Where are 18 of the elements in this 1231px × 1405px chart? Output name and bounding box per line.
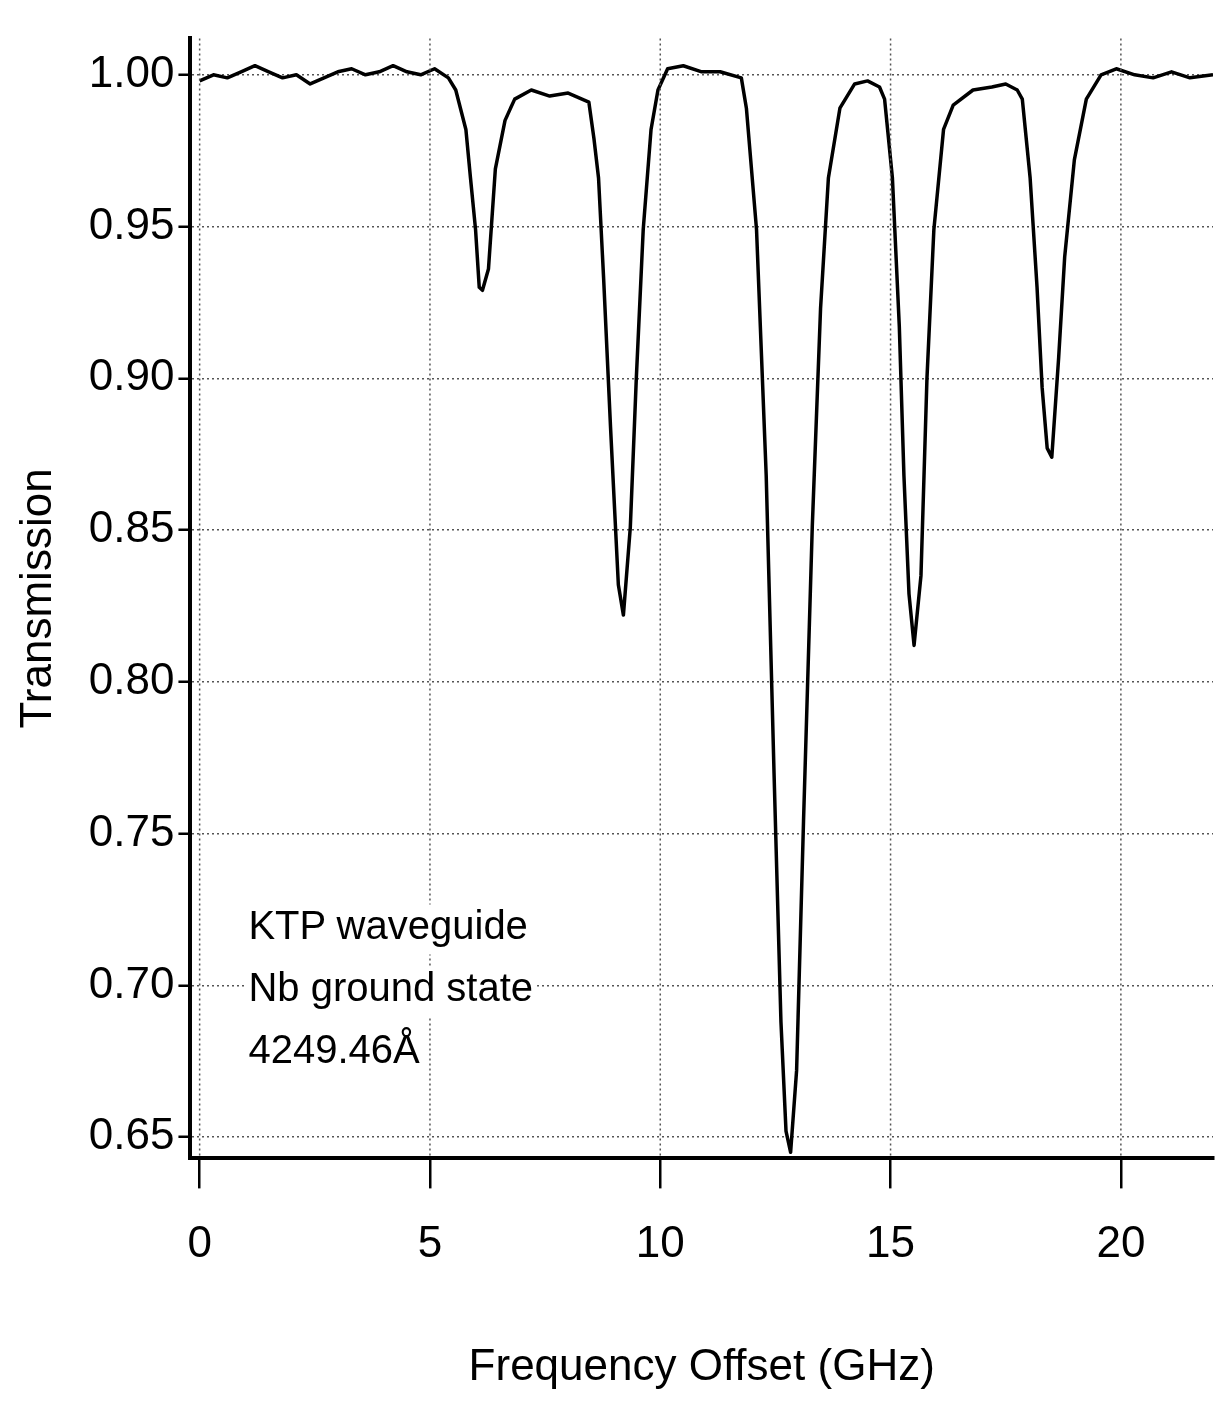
x-tick-label: 5 [417, 1216, 443, 1266]
x-tick-label: 15 [866, 1216, 916, 1266]
y-tick-label: 0.85 [88, 502, 175, 552]
y-tick-label: 0.70 [88, 957, 175, 1007]
annotation: Nb ground state [248, 965, 534, 1010]
x-axis-title: Frequency Offset (GHz) [468, 1339, 935, 1389]
x-tick-label: 0 [187, 1216, 212, 1266]
y-tick-label: 0.80 [88, 654, 175, 704]
y-tick-label: 0.90 [88, 350, 175, 400]
y-tick-label: 0.65 [88, 1109, 175, 1159]
x-tick-label: 10 [635, 1216, 685, 1266]
y-axis-title: Transmission [10, 468, 60, 729]
x-tick-label: 20 [1096, 1216, 1146, 1266]
y-tick-label: 0.75 [88, 805, 175, 855]
annotation: 4249.46Å [248, 1027, 421, 1072]
y-tick-label: 1.00 [88, 46, 175, 96]
annotation: KTP waveguide [248, 903, 528, 948]
y-tick-label: 0.95 [88, 198, 175, 248]
